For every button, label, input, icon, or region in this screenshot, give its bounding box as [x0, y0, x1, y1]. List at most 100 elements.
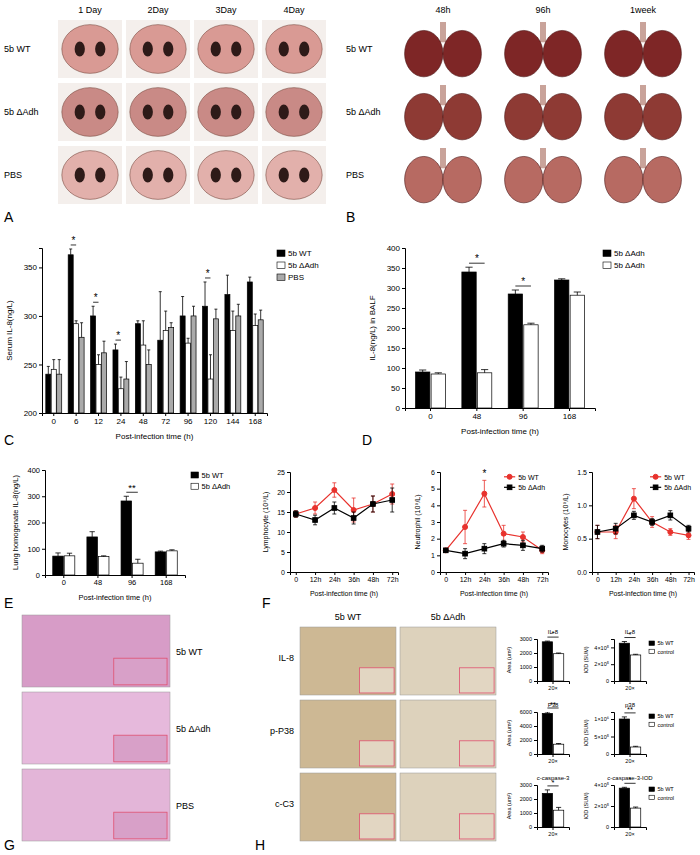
y-tick: 10 [277, 529, 290, 536]
photo-nostril [143, 41, 153, 56]
row-label: 5b WT [176, 647, 203, 657]
error-cap [192, 306, 195, 307]
x-tick-label: 20× [548, 831, 557, 837]
y-tick: 0 [529, 751, 537, 757]
y-tick-mark [534, 754, 537, 755]
photo-trachea [440, 22, 446, 42]
x-tick-label: 24h [629, 576, 641, 583]
error-stem [76, 321, 77, 324]
error-bar [633, 807, 638, 808]
plot-area [619, 787, 640, 827]
error-cap [371, 496, 375, 497]
y-tick-mark [287, 512, 290, 513]
photo-lung [605, 93, 643, 139]
y-axis-title: Lymphocyte (10⁹/L) [262, 492, 270, 553]
legend-swatch [649, 722, 655, 726]
legend: 5b WT5b ΔAdh [504, 474, 545, 492]
error-bar [465, 267, 472, 272]
y-tick: 4×10⁵ [594, 782, 614, 788]
error-cap [92, 306, 95, 307]
bar [630, 655, 640, 681]
error-bar [650, 519, 654, 526]
x-tick-label: 36h [498, 576, 510, 583]
error-cap [502, 547, 506, 548]
error-bar [97, 355, 100, 365]
photo-lung [505, 156, 543, 202]
error-cap [55, 552, 60, 553]
error-cap [352, 524, 356, 525]
legend: 5b WT5b ΔAdh [191, 471, 230, 491]
significance: * [206, 268, 210, 279]
x-tick-label: 72h [537, 576, 549, 583]
bar [74, 324, 79, 413]
error-cap [463, 558, 467, 559]
y-tick-label: 400 [387, 244, 401, 253]
y-tick: 250 [387, 304, 405, 313]
error-bar [313, 502, 317, 514]
point [650, 520, 655, 525]
y-tick-label: 50 [391, 384, 400, 393]
y-tick-mark [287, 552, 290, 553]
row-label: c-C3 [275, 799, 294, 809]
y-tick-label: 200 [387, 324, 401, 333]
error-cap [142, 320, 145, 321]
x-tick-label: 20× [625, 758, 634, 764]
y-tick: 150 [387, 344, 405, 353]
chart: 05010015020025030035040004896168IL-8(ng/… [368, 244, 645, 436]
x-tick: 96 [519, 408, 528, 421]
x-tick: 20× [548, 754, 557, 764]
bar [146, 364, 151, 413]
bar [158, 340, 163, 413]
error-cap [687, 532, 691, 533]
y-tick-mark [402, 288, 405, 289]
plot-area [416, 267, 585, 408]
y-tick: 25 [277, 469, 290, 476]
y-tick-mark [39, 413, 42, 414]
y-axis: 02×10⁵4×10⁵ [594, 640, 614, 685]
error-cap [595, 525, 599, 526]
line [597, 515, 688, 532]
error-stem [255, 314, 256, 326]
bar [542, 793, 552, 827]
chart: 05×10⁵1×10⁶20×IOD (SUM)p385b WTcontrol** [583, 702, 674, 764]
error-cap [521, 550, 525, 551]
x-tick: 168 [249, 413, 263, 426]
y-axis-line [589, 473, 593, 573]
y-tick-label: 0 [529, 751, 532, 757]
y-tick: 15 [277, 509, 290, 516]
x-tick-label: 48 [472, 412, 481, 421]
legend-swatch [191, 483, 199, 489]
error-stem [160, 292, 161, 341]
x-tick-label: 48 [139, 417, 148, 426]
error-stem [59, 360, 60, 375]
photo-inset [114, 658, 167, 685]
y-tick-label: 1.5 [577, 469, 587, 476]
x-tick-label: 0 [444, 576, 448, 583]
y-tick-mark [402, 248, 405, 249]
error-bar [352, 498, 356, 522]
error-bar [595, 525, 599, 538]
column-label: 5b ΔAdh [431, 612, 466, 622]
y-tick-label: 4 [431, 502, 435, 509]
x-tick-mark [98, 413, 99, 416]
photo-nostril [231, 167, 241, 182]
error-cap [226, 275, 229, 276]
bar [619, 788, 629, 827]
x-axis: 20× [538, 754, 570, 764]
x-axis: 20× [615, 681, 647, 691]
row-label: PBS [4, 170, 22, 180]
x-tick-mark [476, 408, 477, 411]
error-bar [482, 480, 486, 507]
error-cap [463, 543, 467, 544]
photo-panels: 1 Day2Day3Day4Day5b WT5b ΔAdhPBS48h96h1w… [4, 5, 691, 841]
error-cap [181, 296, 184, 297]
error-cap [332, 482, 336, 483]
error-bar [52, 360, 55, 370]
point [632, 513, 637, 518]
bar [98, 557, 109, 575]
photo [400, 627, 496, 695]
error-stem [48, 366, 49, 374]
bar [141, 345, 146, 413]
photo [126, 20, 190, 78]
error-cap [204, 281, 207, 282]
